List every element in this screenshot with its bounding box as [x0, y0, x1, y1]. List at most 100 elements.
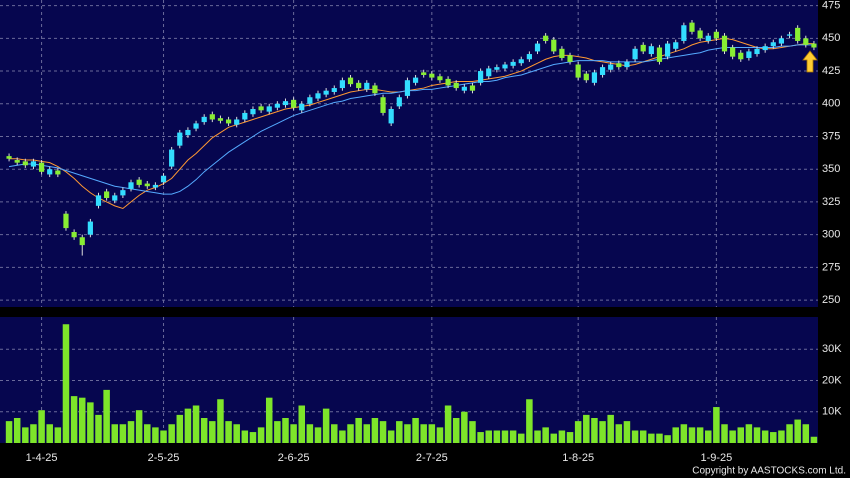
volume-bar: [509, 430, 517, 443]
volume-bar: [152, 427, 159, 443]
volume-bar: [290, 424, 297, 443]
moving-average-line: [8, 44, 814, 195]
candle-body: [689, 22, 695, 32]
candle-body: [469, 85, 476, 91]
y-tick-label: 475: [822, 0, 840, 12]
volume-bar: [542, 427, 549, 443]
volume-bar: [794, 419, 801, 443]
candle-body: [71, 232, 77, 238]
volume-bar: [461, 411, 468, 443]
volume-bar: [217, 399, 224, 443]
candle-body: [697, 30, 703, 39]
volume-bar: [200, 418, 208, 443]
candle-body: [38, 162, 45, 172]
volume-bar: [745, 424, 753, 443]
volume-bar: [534, 430, 541, 443]
candle-body: [299, 103, 305, 111]
candle-body: [803, 38, 809, 45]
volume-bar: [452, 418, 460, 443]
candle-body: [673, 42, 679, 49]
volume-bar: [729, 430, 736, 443]
price-panel: [0, 0, 818, 307]
moving-average-line: [9, 37, 814, 210]
candle-body: [453, 82, 459, 89]
volume-bar: [168, 424, 175, 443]
volume-bar: [176, 414, 184, 443]
candle-body: [746, 51, 752, 58]
volume-bar: [631, 430, 639, 443]
volume-bar: [111, 424, 119, 443]
candle-body: [112, 195, 118, 201]
volume-bar: [639, 430, 647, 443]
volume-bar: [70, 396, 78, 443]
volume-bar: [274, 421, 281, 443]
candle-body: [494, 67, 500, 70]
x-tick-label: 2-6-25: [278, 452, 310, 464]
volume-bar: [396, 421, 403, 443]
y-tick-label: 20K: [822, 374, 842, 386]
candle-body: [30, 161, 37, 167]
volume-bar: [298, 405, 305, 443]
volume-bar: [566, 432, 574, 443]
volume-bar: [282, 418, 289, 443]
volume-bar: [753, 427, 761, 443]
volume-bar: [38, 410, 45, 443]
volume-bar: [22, 427, 29, 443]
candle-body: [575, 64, 581, 78]
volume-bar: [778, 430, 785, 443]
candle-body: [307, 97, 313, 104]
volume-bar: [672, 427, 679, 443]
candle-body: [404, 80, 411, 96]
volume-bar: [347, 424, 354, 443]
volume-bar: [802, 424, 810, 443]
candle-body: [217, 118, 224, 121]
candle-body: [648, 46, 654, 55]
candle-body: [656, 47, 663, 62]
candle-body: [193, 123, 199, 129]
volume-bar: [13, 418, 21, 443]
arrow-icon: [802, 50, 818, 73]
candle-body: [591, 72, 598, 83]
y-tick-label: 275: [822, 261, 840, 273]
volume-bar: [696, 427, 704, 443]
volume-bar: [485, 430, 492, 443]
volume-bar: [583, 414, 590, 443]
volume-bar: [371, 418, 379, 443]
candle-body: [543, 35, 549, 41]
candle-body: [445, 78, 451, 86]
candle-body: [437, 76, 443, 81]
candle-body: [526, 54, 532, 60]
volume-bar: [558, 430, 566, 443]
x-tick-label: 1-9-25: [700, 452, 732, 464]
candle-body: [730, 47, 736, 57]
candle-body: [282, 101, 289, 106]
volume-bar: [322, 408, 330, 443]
candle-body: [209, 114, 215, 120]
volume-bar: [436, 427, 444, 443]
candle-body: [152, 184, 159, 188]
candle-body: [315, 93, 321, 99]
volume-bar: [615, 424, 623, 443]
candle-body: [87, 221, 93, 235]
volume-bar: [770, 432, 777, 443]
volume-bar: [103, 389, 110, 443]
candle-body: [274, 103, 280, 108]
volume-bar: [607, 414, 614, 443]
volume-bar: [428, 424, 436, 443]
candle-body: [63, 213, 69, 229]
x-tick-label: 2-7-25: [416, 452, 448, 464]
candle-body: [136, 179, 142, 185]
candle-body: [770, 42, 776, 47]
candle-body: [234, 119, 240, 125]
candle-body: [502, 64, 508, 69]
candle-body: [429, 73, 435, 78]
candle-body: [713, 31, 719, 39]
volume-bar: [249, 432, 257, 443]
volume-bar: [501, 430, 509, 443]
candle-body: [567, 55, 573, 62]
candle-body: [160, 175, 167, 183]
volume-bar: [420, 424, 427, 443]
volume-bar: [87, 402, 94, 443]
candle-body: [534, 43, 541, 52]
